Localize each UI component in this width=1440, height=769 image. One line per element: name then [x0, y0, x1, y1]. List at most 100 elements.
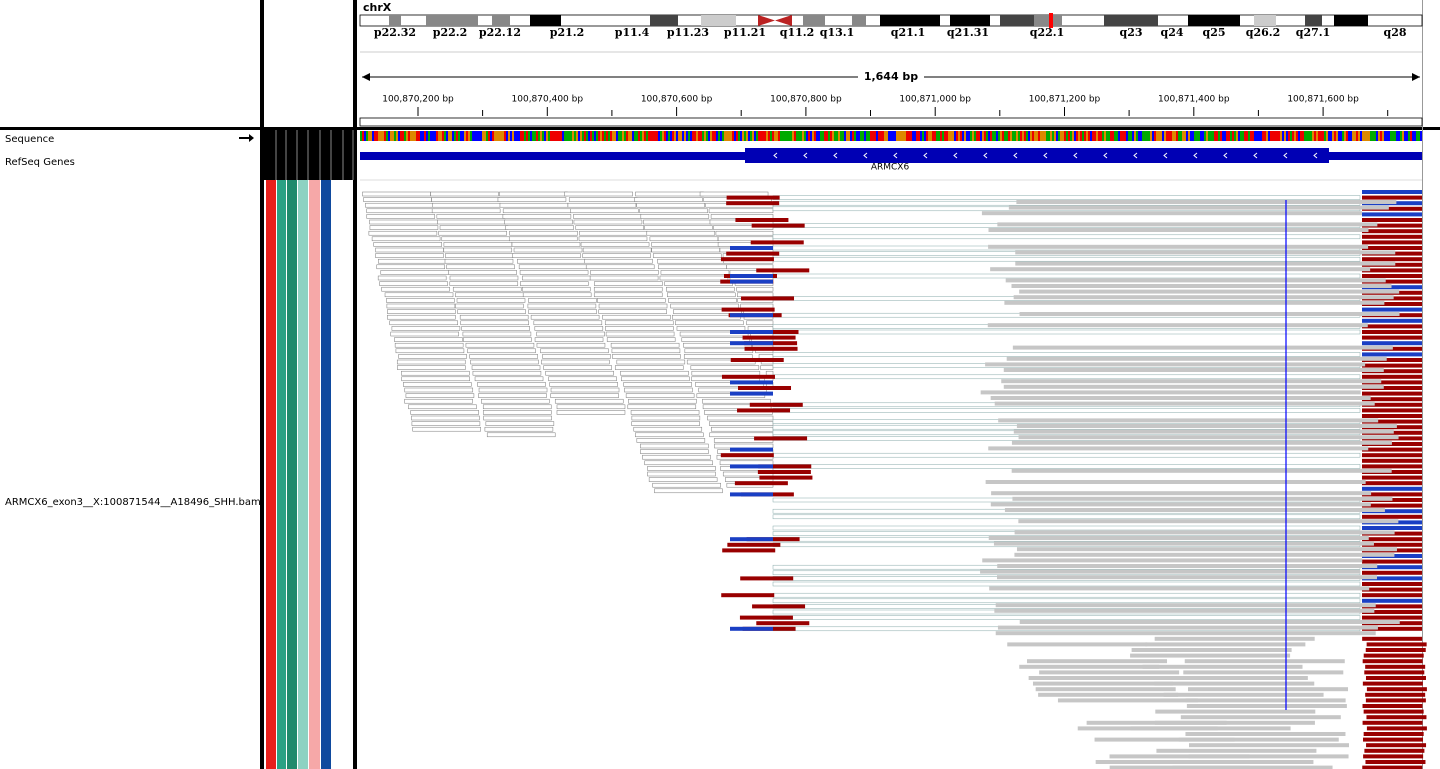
base: [924, 131, 926, 141]
base: [886, 131, 888, 141]
base: [1386, 131, 1388, 141]
base: [982, 131, 984, 141]
strand-arrow[interactable]: [239, 134, 254, 142]
read: [651, 247, 720, 253]
read: [1362, 542, 1422, 547]
read: [735, 218, 789, 222]
read: [1362, 514, 1422, 519]
band-label: p22.32: [374, 26, 416, 39]
base: [1250, 131, 1252, 141]
base: [1088, 131, 1090, 141]
base: [948, 131, 950, 141]
read: [740, 303, 774, 309]
read: [1362, 492, 1422, 497]
base: [470, 131, 472, 141]
read: [772, 234, 1361, 240]
read: [649, 236, 719, 242]
base: [846, 131, 848, 141]
read: [720, 257, 774, 262]
chevron: [773, 152, 778, 159]
base: [1316, 131, 1318, 141]
base: [538, 131, 540, 141]
base: [802, 131, 804, 141]
read: [739, 615, 793, 620]
base: [1148, 131, 1150, 141]
read: [1362, 318, 1422, 323]
read: [463, 337, 532, 342]
read: [369, 219, 438, 225]
base: [600, 131, 602, 141]
base: [880, 131, 882, 141]
read: [616, 359, 686, 365]
read: [403, 382, 472, 387]
band-label: q25: [1203, 26, 1226, 39]
base: [1082, 131, 1084, 141]
read: [1362, 442, 1422, 446]
base: [702, 131, 704, 141]
base: [814, 131, 816, 141]
read: [717, 236, 774, 242]
read: [1147, 676, 1308, 680]
base: [1294, 131, 1296, 141]
read: [432, 202, 501, 208]
base: [694, 131, 696, 141]
base: [1070, 131, 1072, 141]
base: [362, 131, 364, 141]
read: [437, 219, 506, 225]
read: [737, 292, 774, 298]
read: [772, 581, 1361, 587]
cyto-band: [852, 15, 866, 26]
base: [838, 131, 840, 141]
read: [981, 211, 1362, 216]
read: [387, 309, 456, 314]
read: [443, 247, 513, 253]
base: [686, 131, 688, 141]
base: [1116, 131, 1118, 141]
read: [648, 477, 718, 482]
base: [850, 131, 852, 141]
base: [1090, 131, 1092, 141]
base: [372, 131, 374, 141]
read: [597, 298, 666, 303]
base: [778, 131, 780, 141]
base: [710, 131, 712, 141]
read: [1362, 486, 1422, 491]
base: [656, 131, 658, 141]
base: [462, 131, 464, 141]
read: [1019, 289, 1400, 294]
base: [410, 131, 412, 141]
read: [511, 242, 581, 247]
base: [558, 131, 560, 141]
base: [1084, 131, 1086, 141]
base: [1280, 131, 1282, 141]
read: [730, 391, 773, 396]
read: [1362, 681, 1423, 686]
read: [1362, 458, 1422, 463]
read: [994, 608, 1375, 613]
base: [606, 131, 608, 141]
read: [760, 365, 774, 370]
read: [1362, 503, 1422, 508]
base: [546, 131, 548, 141]
base: [1390, 131, 1392, 141]
base: [914, 131, 916, 141]
read: [707, 415, 774, 421]
base: [422, 131, 424, 141]
read: [1019, 312, 1400, 316]
base: [1114, 131, 1116, 141]
base: [742, 131, 744, 141]
base: [1020, 131, 1022, 141]
read: [625, 393, 695, 398]
read: [730, 279, 773, 284]
read: [1001, 379, 1382, 384]
band-label: q28: [1384, 26, 1407, 39]
base: [1354, 131, 1356, 141]
base: [420, 131, 422, 141]
base: [1060, 131, 1062, 141]
attribute-cell: [298, 180, 308, 769]
read: [430, 191, 499, 197]
read: [556, 404, 626, 410]
read: [726, 264, 774, 270]
base: [504, 131, 506, 141]
base: [1404, 131, 1406, 141]
